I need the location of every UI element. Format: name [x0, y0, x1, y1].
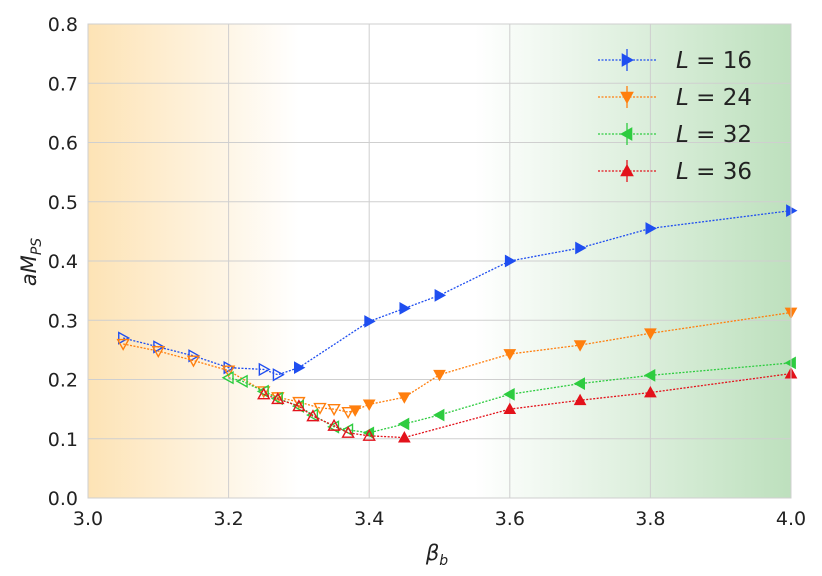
tick-labels: 3.0 3.2 3.4 3.6 3.8 4.0 0.0 0.1 0.2 0.3 0.4 0.5 0.6 0… — [48, 14, 806, 530]
y-tick-label: 0.7 — [48, 73, 78, 95]
y-tick-label: 0.4 — [48, 251, 78, 273]
data-point — [221, 371, 234, 385]
data-point — [292, 396, 306, 409]
data-point — [294, 361, 306, 374]
axes — [87, 23, 792, 499]
data-point — [434, 289, 447, 302]
x-tick-label: 3.6 — [495, 508, 525, 530]
legend-marker — [619, 127, 633, 141]
x-tick-label: 3.8 — [635, 508, 665, 530]
y-tick-label: 0.3 — [48, 310, 78, 332]
y-tick-label: 0.2 — [48, 370, 78, 392]
x-axis-label: βb — [425, 541, 448, 569]
data-point — [644, 386, 657, 398]
data-point — [313, 402, 327, 415]
legend-entry: L = 36 — [598, 159, 752, 185]
legend-entry: L = 16 — [598, 48, 752, 74]
data-point — [573, 340, 587, 352]
data-point — [397, 417, 410, 431]
data-point — [399, 302, 411, 315]
data-point — [643, 369, 656, 382]
data-point — [504, 254, 517, 268]
data-point — [432, 408, 445, 422]
data-point — [503, 387, 515, 401]
data-point — [221, 365, 236, 378]
data-point — [151, 345, 165, 359]
legend-label: L = 24 — [676, 85, 752, 111]
x-tick-label: 3.4 — [354, 508, 384, 530]
legend-marker — [620, 163, 634, 177]
series-line — [263, 372, 792, 439]
data-point — [362, 399, 376, 411]
x-tick-label: 3.2 — [213, 508, 243, 530]
legend-marker — [620, 91, 634, 105]
legend-marker — [621, 53, 635, 67]
data-point — [503, 402, 517, 415]
data-point — [575, 241, 587, 255]
series-32 — [221, 356, 796, 440]
y-tick-label: 0.0 — [48, 488, 78, 510]
series-layer — [116, 204, 798, 443]
data-point — [291, 399, 304, 413]
legend: L = 16 L = 24 L = 32 L = 36 — [598, 48, 752, 185]
data-point — [327, 404, 341, 417]
data-point — [341, 406, 355, 420]
data-point — [271, 392, 285, 405]
data-point — [292, 399, 306, 412]
data-point — [272, 368, 285, 382]
data-point — [573, 393, 587, 406]
data-point — [503, 349, 517, 361]
x-tick-label: 3.0 — [73, 508, 103, 530]
data-point — [362, 428, 376, 441]
data-point — [327, 418, 341, 431]
data-point — [786, 204, 798, 217]
series-line — [122, 209, 792, 376]
data-point — [433, 369, 446, 382]
series-line — [123, 311, 792, 413]
data-point — [257, 386, 271, 399]
y-tick-label: 0.6 — [48, 133, 78, 155]
data-point — [235, 374, 248, 388]
legend-entry: L = 24 — [598, 85, 752, 111]
legend-label: L = 32 — [676, 122, 752, 148]
x-tick-label: 4.0 — [776, 508, 806, 530]
data-point — [573, 377, 585, 390]
y-axis-label: aMPS — [17, 238, 45, 286]
data-point — [118, 331, 131, 345]
data-point — [364, 315, 376, 328]
series-16 — [118, 204, 798, 382]
data-point — [306, 409, 320, 422]
y-tick-label: 0.1 — [48, 429, 78, 451]
data-point — [341, 425, 355, 438]
plot-frame — [87, 23, 792, 499]
data-point — [784, 356, 796, 370]
data-point — [258, 362, 271, 377]
data-point — [398, 392, 411, 404]
data-point — [398, 431, 411, 443]
legend-label: L = 36 — [676, 159, 752, 185]
legend-label: L = 16 — [676, 48, 752, 74]
data-point — [257, 387, 271, 400]
data-point — [186, 355, 201, 368]
legend-entry: L = 32 — [598, 122, 752, 148]
data-point — [348, 405, 362, 417]
y-tick-label: 0.8 — [48, 14, 78, 36]
data-point — [644, 328, 657, 340]
y-tick-label: 0.5 — [48, 192, 78, 214]
data-point — [645, 222, 657, 235]
data-point — [116, 338, 130, 351]
